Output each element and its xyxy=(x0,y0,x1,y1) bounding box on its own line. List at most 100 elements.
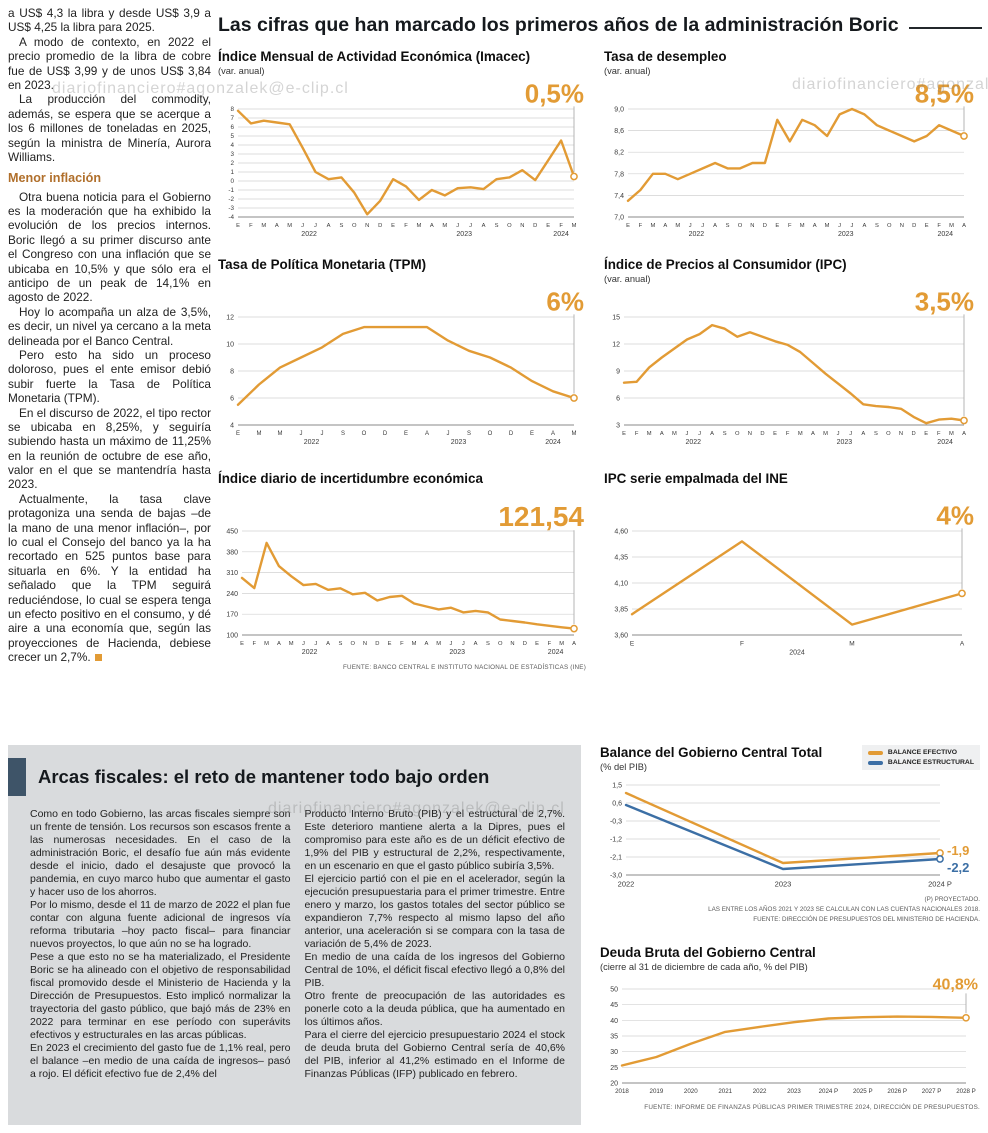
end-point-marker xyxy=(936,855,944,863)
series-line-incertidumbre xyxy=(240,541,576,630)
x-tick-label: E xyxy=(404,431,408,437)
end-point-marker xyxy=(960,132,968,140)
x-tick-label: E xyxy=(546,223,550,229)
y-tick-label: -3 xyxy=(228,205,234,212)
paragraph: En medio de una caída de los ingresos de… xyxy=(304,951,566,990)
y-tick-label: 40 xyxy=(610,1018,618,1025)
x-tick-label: E xyxy=(535,641,539,647)
x-year-label: 2024 xyxy=(553,231,569,238)
series-line-ipc xyxy=(622,323,966,425)
y-tick-label: 3,85 xyxy=(614,606,628,613)
chart-value-label: 3,5% xyxy=(915,287,974,316)
title-accent-bar xyxy=(8,758,26,796)
end-point-marker xyxy=(958,589,966,598)
fiscal-column-1: Como en todo Gobierno, las arcas fiscale… xyxy=(30,808,291,1081)
x-tick-label: A xyxy=(861,431,865,437)
chart-imacec: Índice Mensual de Actividad Económica (I… xyxy=(218,48,586,243)
x-tick-label: A xyxy=(551,431,555,437)
y-tick-label: 3 xyxy=(616,422,620,429)
x-year-label: 2023 xyxy=(451,439,467,446)
paragraph: Otro frente de preocupación de las autor… xyxy=(304,990,566,1029)
chart-value-label: 4% xyxy=(936,501,974,530)
x-tick-label: F xyxy=(404,223,408,229)
chart-subtitle: (cierre al 31 de diciembre de cada año, … xyxy=(600,962,808,972)
legend-swatch-blue xyxy=(867,760,883,765)
y-tick-label: -2,1 xyxy=(610,855,622,862)
x-tick-label: O xyxy=(498,641,503,647)
chart-tpm: Tasa de Política Monetaria (TPM) 12 10 8 6 4 E… xyxy=(218,256,586,451)
x-tick-label: E xyxy=(622,431,626,437)
series-end-label: -1,9 xyxy=(947,843,969,858)
x-tick-label: D xyxy=(912,223,916,229)
end-point-marker xyxy=(570,624,578,633)
x-tick-label: J xyxy=(450,641,453,647)
x-tick-label: E xyxy=(240,641,244,647)
x-tick-label: 2024 P xyxy=(928,880,952,889)
x-tick-label: M xyxy=(849,641,854,648)
y-tick-label: -3,0 xyxy=(610,873,622,880)
x-tick-label: M xyxy=(572,223,577,229)
x-year-label: 2022 xyxy=(686,439,702,446)
x-tick-label: 2027 P xyxy=(922,1088,942,1095)
x-tick-label: M xyxy=(798,431,803,437)
end-point-marker xyxy=(570,172,578,181)
y-tick-label: 4,10 xyxy=(614,581,628,588)
x-tick-label: S xyxy=(341,431,345,437)
x-tick-label: F xyxy=(400,641,404,647)
x-tick-label: J xyxy=(837,431,840,437)
y-tick-label: 6 xyxy=(616,396,620,403)
y-tick-label: 6 xyxy=(230,124,234,131)
legend-label: BALANCE ESTRUCTURAL xyxy=(887,759,974,766)
chart-value-label: 121,54 xyxy=(498,501,584,532)
x-tick-label: J xyxy=(469,223,472,229)
x-tick-label: M xyxy=(261,223,266,229)
x-tick-label: S xyxy=(338,641,342,647)
x-tick-label: F xyxy=(249,223,253,229)
legend-item: BALANCE ESTRUCTURAL xyxy=(867,759,974,766)
fiscal-column-2: Producto Interno Bruto (PIB) y el estruc… xyxy=(305,808,566,1081)
x-tick-label: M xyxy=(264,641,269,647)
chart-canvas: 4,60 4,35 4,10 3,85 3,60E F M A 2024 4% xyxy=(614,501,974,657)
chart-title: Deuda Bruta del Gobierno Central xyxy=(600,945,816,960)
x-tick-label: A xyxy=(663,223,667,229)
x-tick-label: D xyxy=(509,431,514,437)
paragraph: a US$ 4,3 la libra y desde US$ 3,9 a US$… xyxy=(8,6,211,35)
x-tick-label: E xyxy=(391,223,395,229)
paragraph: La producción del commodity, además, se … xyxy=(8,92,211,164)
x-year-label: 2022 xyxy=(304,439,320,446)
chart-incertidumbre: Índice diario de incertidumbre económica… xyxy=(218,470,586,671)
chart-value-label: 40,8% xyxy=(933,976,978,993)
x-tick-label: F xyxy=(740,641,744,648)
paragraph: En el discurso de 2022, el tipo rector s… xyxy=(8,405,211,492)
y-tick-label: 1,5 xyxy=(612,782,622,789)
chart-note-line: FUENTE: DIRECCIÓN DE PRESUPUESTOS DEL MI… xyxy=(753,915,980,923)
x-tick-label: 2023 xyxy=(787,1088,801,1095)
x-tick-label: O xyxy=(738,223,743,229)
x-tick-label: M xyxy=(825,223,830,229)
x-tick-label: A xyxy=(811,431,815,437)
x-tick-label: F xyxy=(639,223,643,229)
y-tick-label: 15 xyxy=(612,315,620,322)
x-year-label: 2024 xyxy=(548,649,564,656)
x-tick-label: 2028 P xyxy=(956,1088,976,1095)
y-tick-label: 240 xyxy=(226,591,238,598)
x-tick-label: M xyxy=(650,223,655,229)
x-year-label: 2024 xyxy=(938,231,954,238)
x-tick-label: 2022 xyxy=(618,880,635,889)
y-tick-label: -0,3 xyxy=(610,819,622,826)
x-tick-label: N xyxy=(750,223,754,229)
x-tick-label: A xyxy=(862,223,866,229)
chart-subtitle xyxy=(604,487,976,501)
paragraph: Pese a que esto no se ha materializado, … xyxy=(30,951,291,1042)
left-article-column: a US$ 4,3 la libra y desde US$ 3,9 a US$… xyxy=(8,6,211,665)
series-line-deuda_bruta xyxy=(620,1015,968,1067)
y-tick-label: 12 xyxy=(612,342,620,349)
x-tick-label: 2024 P xyxy=(819,1088,839,1095)
x-tick-label: 2021 xyxy=(718,1088,732,1095)
chart-ipc-empalmado: IPC serie empalmada del INE 4,60 4,35 4,10 3… xyxy=(604,470,976,661)
x-year-label: 2023 xyxy=(837,439,853,446)
chart-value-label: 6% xyxy=(546,287,584,316)
x-tick-label: D xyxy=(912,431,916,437)
